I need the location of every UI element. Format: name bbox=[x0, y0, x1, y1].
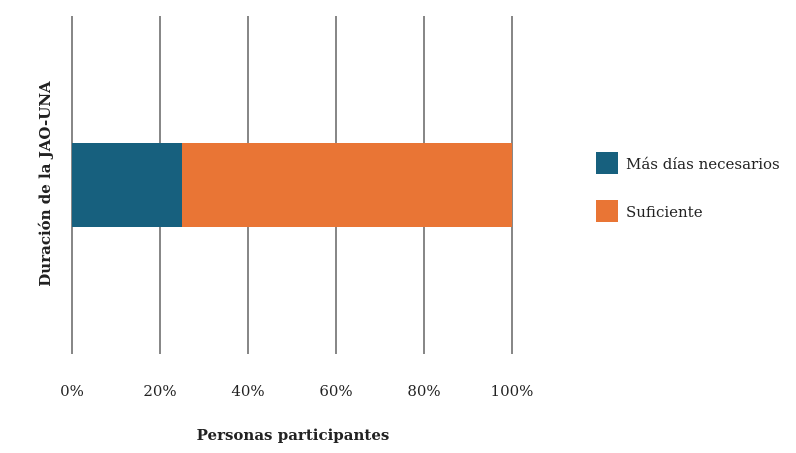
bars bbox=[72, 143, 512, 227]
x-tick-label-2: 40% bbox=[231, 382, 264, 400]
x-tick-labels: 0% 20% 40% 60% 80% 100% bbox=[60, 382, 533, 400]
x-tick-label-1: 20% bbox=[143, 382, 176, 400]
bar-segment-1 bbox=[182, 143, 512, 227]
legend-label-0: Más días necesarios bbox=[626, 155, 780, 173]
bar-segment-0 bbox=[72, 143, 182, 227]
x-tick-label-3: 60% bbox=[319, 382, 352, 400]
legend-label-1: Suficiente bbox=[626, 203, 703, 221]
x-tick-label-5: 100% bbox=[491, 382, 534, 400]
legend: Más días necesarios Suficiente bbox=[596, 152, 780, 222]
y-axis-title: Duración de la JAO-UNA bbox=[36, 81, 54, 287]
x-tick-label-0: 0% bbox=[60, 382, 84, 400]
legend-swatch-0 bbox=[596, 152, 618, 174]
x-axis-title: Personas participantes bbox=[197, 426, 390, 444]
x-tick-label-4: 80% bbox=[407, 382, 440, 400]
legend-swatch-1 bbox=[596, 200, 618, 222]
